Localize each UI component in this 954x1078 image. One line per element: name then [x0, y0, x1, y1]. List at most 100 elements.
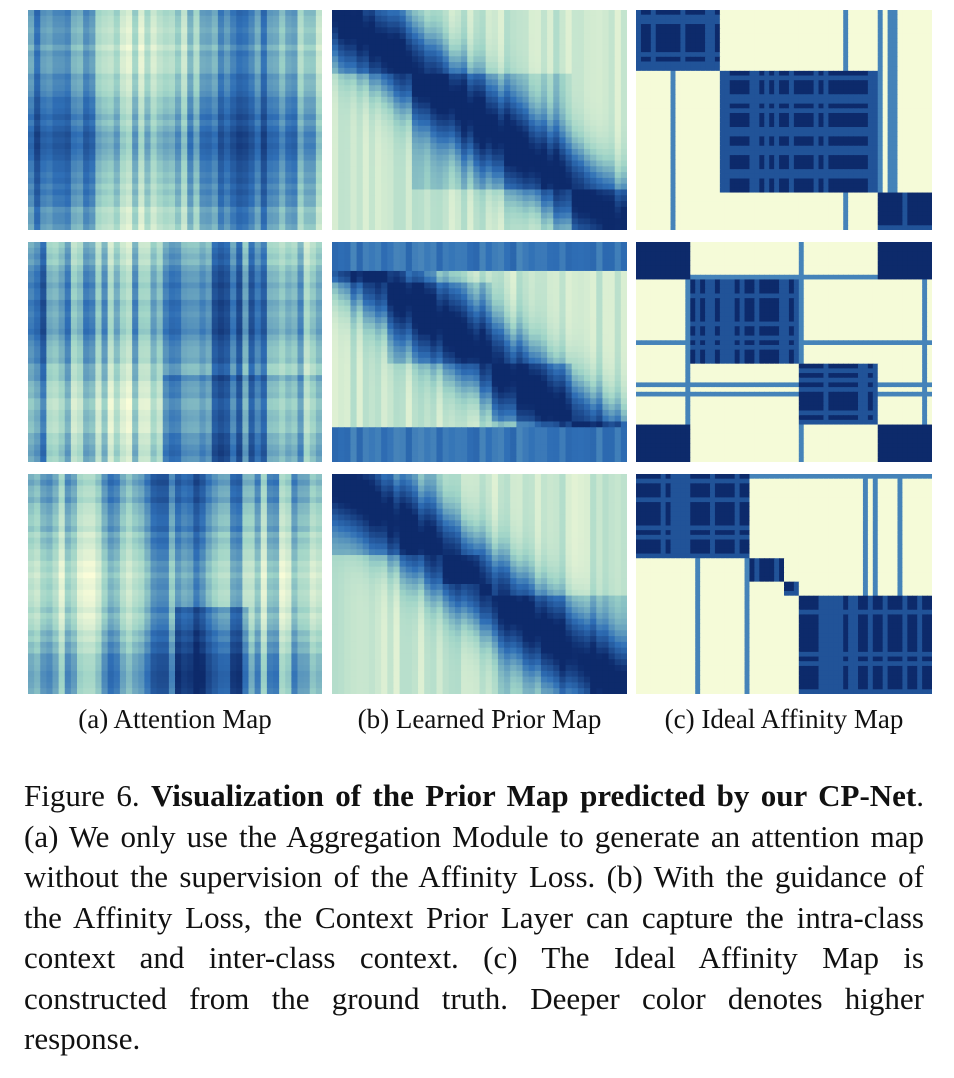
- heatmap-cell: [534, 166, 542, 173]
- heatmap-cell: [685, 112, 691, 119]
- heatmap-cell: [199, 143, 207, 150]
- heatmap-cell: [107, 224, 115, 230]
- heatmap-cell: [242, 85, 250, 92]
- heatmap-cell: [724, 61, 731, 67]
- heatmap-cell: [77, 218, 84, 225]
- heatmap-cell: [571, 166, 579, 173]
- heatmap-cell: [764, 38, 770, 44]
- heatmap-cell: [559, 212, 567, 220]
- heatmap-cell: [362, 120, 370, 127]
- heatmap-cell: [260, 33, 268, 40]
- heatmap-cell: [70, 195, 78, 202]
- heatmap-cell: [119, 166, 127, 173]
- heatmap-cell: [205, 172, 213, 179]
- heatmap-cell: [248, 73, 256, 81]
- heatmap-cell: [199, 108, 207, 115]
- heatmap-cell: [309, 120, 317, 127]
- heatmap-cell: [734, 19, 741, 25]
- heatmap-cell: [187, 114, 194, 121]
- heatmap-cell: [602, 38, 610, 46]
- heatmap-cell: [285, 125, 292, 133]
- heatmap-cell: [315, 33, 322, 40]
- heatmap-cell: [297, 120, 305, 127]
- heatmap-cell: [660, 14, 667, 20]
- heatmap-cell: [744, 10, 751, 16]
- heatmap-cell: [273, 62, 280, 69]
- heatmap-cell: [430, 73, 438, 81]
- heatmap-cell: [399, 120, 407, 127]
- heatmap-cell: [769, 38, 775, 44]
- heatmap-cell: [559, 85, 567, 92]
- heatmap-cell: [273, 38, 280, 46]
- heatmap-cell: [315, 38, 322, 46]
- heatmap-cell: [107, 172, 115, 179]
- heatmap-cell: [52, 44, 60, 52]
- heatmap-cell: [279, 108, 286, 115]
- heatmap-cell: [461, 96, 468, 104]
- heatmap-cell: [28, 154, 35, 162]
- heatmap-cell: [297, 218, 305, 225]
- heatmap-cell: [248, 33, 256, 40]
- heatmap-cell: [350, 67, 358, 75]
- heatmap-cell: [162, 143, 170, 150]
- heatmap-cell: [362, 125, 370, 133]
- heatmap-cell: [436, 108, 444, 115]
- heatmap-cell: [559, 218, 567, 225]
- heatmap-cell: [442, 131, 450, 138]
- heatmap-cell: [430, 10, 438, 17]
- heatmap-cell: [217, 160, 225, 167]
- heatmap-cell: [590, 201, 597, 208]
- heatmap-cell: [64, 160, 72, 167]
- heatmap-cell: [467, 62, 474, 69]
- heatmap-cell: [315, 108, 322, 115]
- heatmap-cell: [798, 98, 805, 105]
- heatmap-cell: [344, 85, 352, 92]
- heatmap-cell: [350, 85, 358, 92]
- heatmap-cell: [454, 62, 462, 69]
- heatmap-cell: [393, 38, 401, 46]
- heatmap-cell: [424, 91, 431, 98]
- heatmap-cell: [823, 80, 829, 86]
- heatmap-cell: [705, 84, 711, 91]
- heatmap-cell: [887, 47, 894, 53]
- heatmap-cell: [297, 206, 305, 214]
- heatmap-cell: [236, 166, 243, 173]
- heatmap-cell: [107, 56, 115, 63]
- heatmap-cell: [211, 50, 219, 57]
- heatmap-cell: [724, 70, 731, 77]
- heatmap-cell: [168, 56, 176, 63]
- heatmap-cell: [577, 44, 585, 52]
- heatmap-cell: [448, 67, 456, 75]
- heatmap-cell: [119, 160, 127, 167]
- heatmap-cell: [485, 85, 493, 92]
- heatmap-cell: [411, 79, 419, 86]
- heatmap-cell: [887, 61, 894, 67]
- heatmap-cell: [665, 70, 672, 77]
- heatmap-cell: [843, 84, 849, 91]
- heatmap-cell: [46, 114, 54, 121]
- heatmap-cell: [242, 114, 250, 121]
- heatmap-cell: [418, 183, 425, 191]
- heatmap-cell: [273, 172, 280, 179]
- heatmap-cell: [784, 33, 790, 39]
- heatmap-cell: [793, 38, 800, 44]
- heatmap-cell: [236, 50, 243, 57]
- heatmap-cell: [52, 62, 60, 69]
- heatmap-cell: [95, 67, 103, 75]
- heatmap-cell: [77, 177, 84, 185]
- heatmap-cell: [254, 27, 262, 34]
- heatmap-cell: [565, 189, 573, 196]
- heatmap-cell: [279, 38, 286, 46]
- heatmap-cell: [779, 56, 785, 63]
- heatmap-cell: [571, 154, 579, 162]
- heatmap-cell: [260, 91, 268, 98]
- heatmap-cell: [168, 38, 176, 46]
- heatmap-cell: [260, 148, 268, 156]
- heatmap-cell: [224, 15, 231, 23]
- heatmap-cell: [187, 56, 194, 63]
- heatmap-cell: [138, 10, 145, 17]
- heatmap-cell: [645, 94, 652, 100]
- heatmap-cell: [52, 85, 60, 92]
- heatmap-cell: [690, 98, 696, 105]
- heatmap-cell: [297, 212, 305, 220]
